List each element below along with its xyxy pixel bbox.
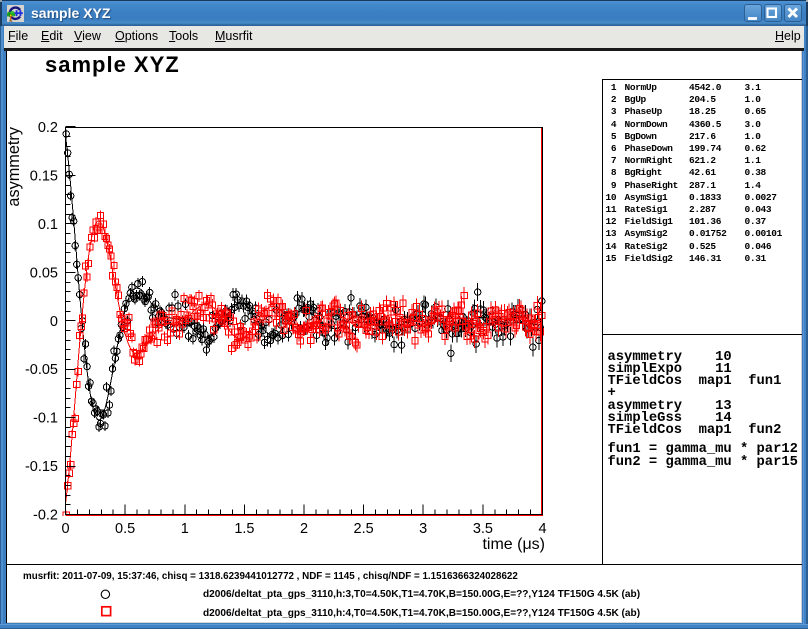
svg-text:-0.05: -0.05 (25, 362, 58, 378)
svg-text:1.5: 1.5 (234, 521, 254, 537)
svg-text:0.15: 0.15 (30, 168, 58, 184)
svg-text:asymmetry: asymmetry (5, 126, 23, 206)
svg-text:time (μs): time (μs) (482, 536, 545, 553)
svg-text:-0.1: -0.1 (33, 411, 58, 427)
svg-text:3.5: 3.5 (473, 521, 493, 537)
svg-text:0.5: 0.5 (115, 521, 135, 537)
svg-text:0: 0 (61, 521, 69, 537)
svg-text:4: 4 (538, 521, 546, 537)
svg-text:0.1: 0.1 (38, 217, 58, 233)
svg-text:-0.2: -0.2 (33, 508, 58, 524)
svg-text:0: 0 (50, 314, 58, 330)
svg-text:1: 1 (181, 521, 189, 537)
svg-text:0.05: 0.05 (30, 265, 58, 281)
svg-text:0.2: 0.2 (38, 120, 58, 136)
svg-text:2: 2 (300, 521, 308, 537)
svg-text:2.5: 2.5 (354, 521, 374, 537)
svg-text:-0.15: -0.15 (25, 459, 58, 475)
svg-text:3: 3 (419, 521, 427, 537)
